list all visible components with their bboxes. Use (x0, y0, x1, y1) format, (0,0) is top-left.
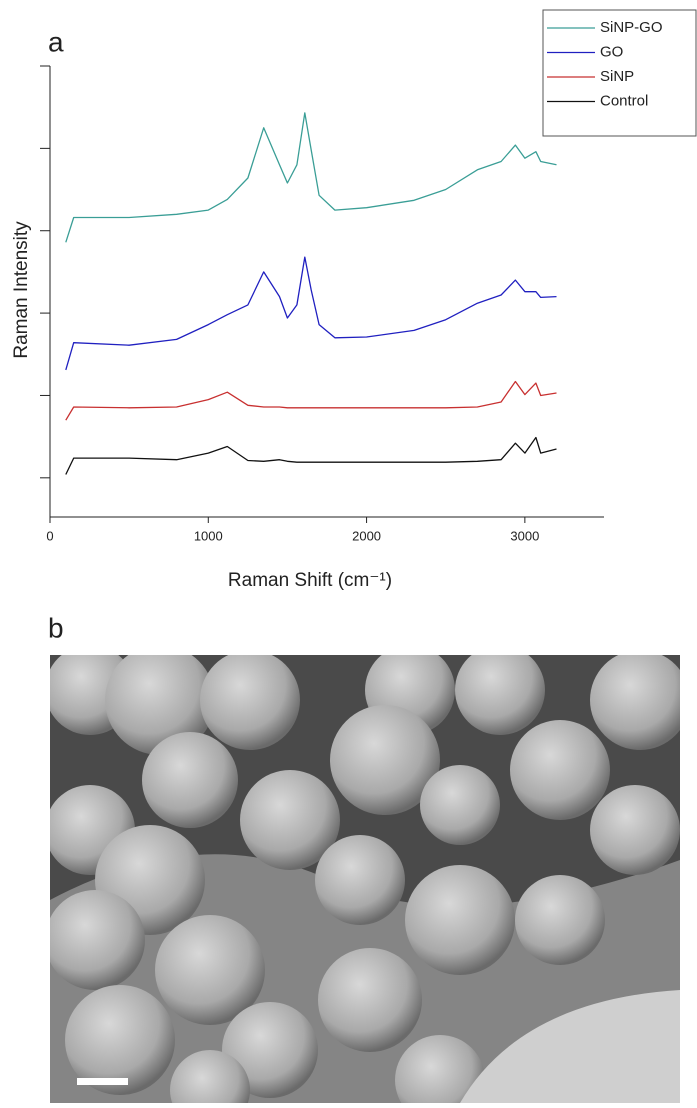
panel-label: a (48, 26, 64, 57)
legend-label: SiNP (600, 68, 634, 85)
plot: 0 1000 2000 3000 SiNP-GO GO SiNP Control (40, 19, 663, 543)
sem-image (50, 655, 680, 1103)
x-tick-label: 3000 (510, 528, 539, 543)
series-line (65, 112, 557, 243)
series-line (65, 256, 557, 371)
panel-label: b (48, 612, 64, 643)
series-line (65, 380, 557, 421)
y-axis-label: Raman Intensity (11, 221, 32, 359)
legend-box (542, 9, 697, 137)
legend-label: Control (600, 92, 648, 109)
x-tick-label: 1000 (194, 528, 223, 543)
legend-label: SiNP-GO (600, 19, 663, 36)
series-line (65, 436, 557, 475)
x-tick-label: 2000 (352, 528, 381, 543)
legend-label: GO (600, 43, 623, 60)
x-tick-label: 0 (46, 528, 53, 543)
x-axis-label: Raman Shift (cm⁻¹) (228, 570, 392, 591)
scale-bar (77, 1078, 128, 1085)
